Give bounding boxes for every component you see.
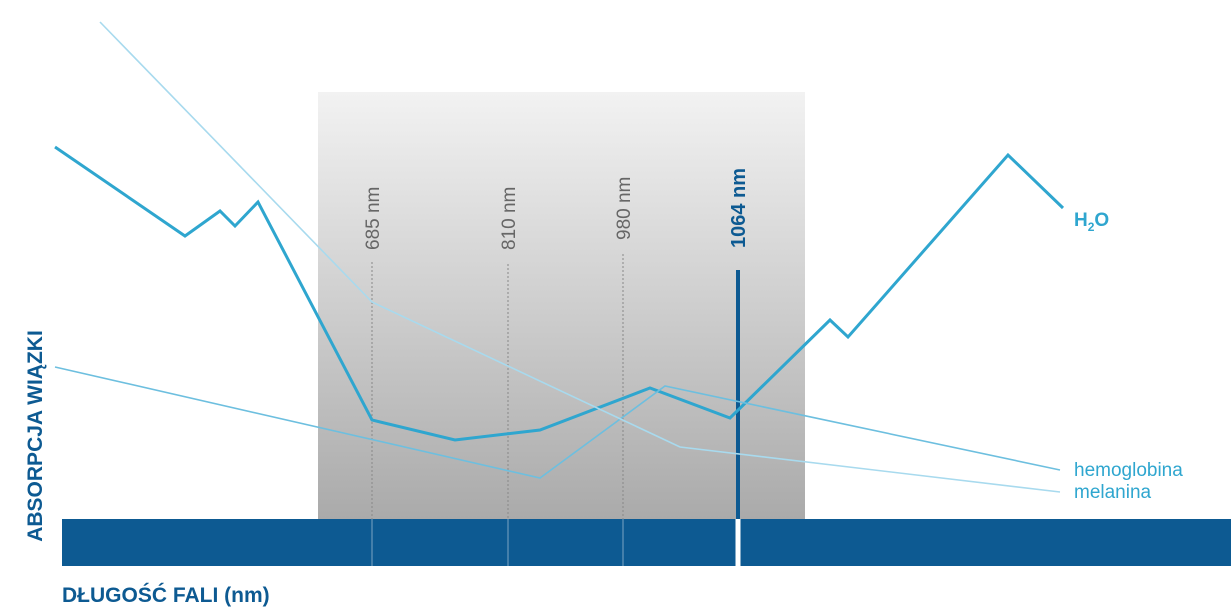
series-line-hemoglobina [54, 366, 1061, 479]
wavelength-band [62, 519, 1231, 566]
series-label-1: hemoglobina [1074, 460, 1183, 481]
marker-label-3: 1064 nm [728, 168, 750, 248]
series-label-2: melanina [1074, 482, 1152, 503]
marker-label-1: 810 nm [499, 187, 520, 250]
marker-label-0: 685 nm [363, 187, 384, 250]
shaded-region [318, 92, 805, 520]
x-axis-label: DŁUGOŚĆ FALI (nm) [62, 583, 270, 607]
series-line-melanina [99, 21, 1061, 493]
series-line-H₂O [54, 145, 1065, 442]
band-dividers [371, 519, 741, 566]
wavelength-markers: 685 nm 810 nm 980 nm 1064 nm [363, 168, 750, 519]
marker-label-2: 980 nm [614, 177, 635, 240]
y-axis-label: ABSORPCJA WIĄZKI [24, 330, 47, 542]
series-label-0: H2O [1074, 210, 1109, 234]
